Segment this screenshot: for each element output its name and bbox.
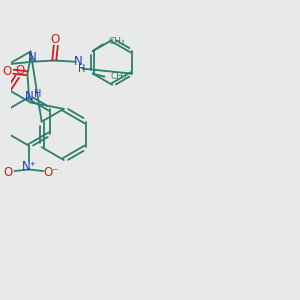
Text: N: N <box>28 51 37 64</box>
Text: H: H <box>78 64 85 74</box>
Text: O⁻: O⁻ <box>44 166 59 179</box>
Text: O: O <box>2 64 11 78</box>
Text: CH₃: CH₃ <box>110 72 127 81</box>
Text: N: N <box>25 90 33 104</box>
Text: O: O <box>15 64 24 77</box>
Text: N: N <box>74 55 83 68</box>
Text: O: O <box>50 33 59 46</box>
Text: O: O <box>3 166 13 179</box>
Text: N⁺: N⁺ <box>22 160 37 173</box>
Text: H: H <box>34 89 41 99</box>
Text: CH₃: CH₃ <box>108 37 125 46</box>
